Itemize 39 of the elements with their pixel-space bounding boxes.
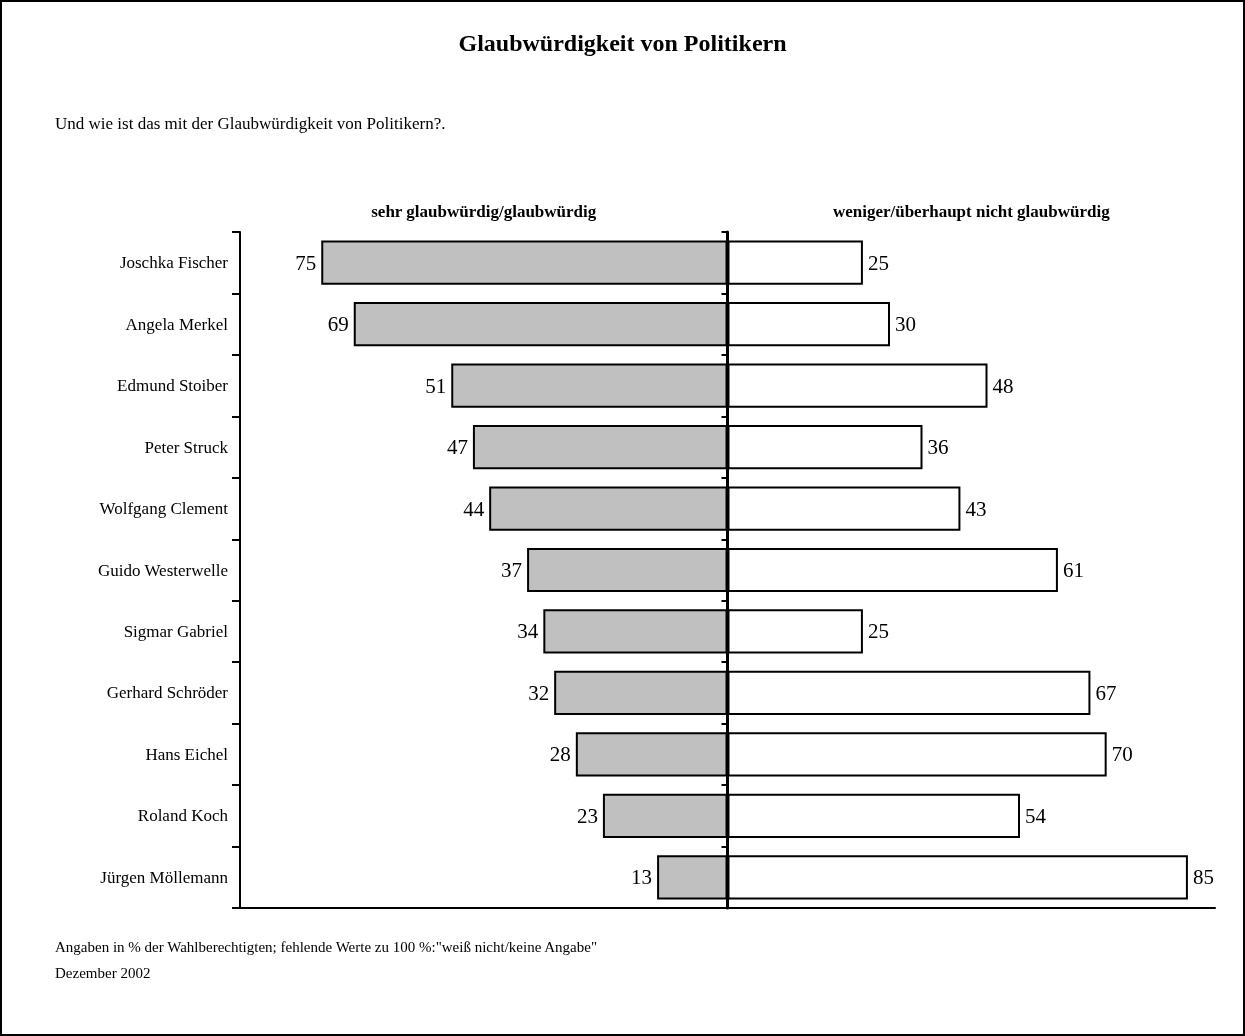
chart-subtitle: Und wie ist das mit der Glaubwürdigkeit von Politikern?. [55, 114, 446, 133]
data-label: 70 [1111, 742, 1133, 767]
text: Angaben in % der Wahlberechtigten; fehlende Werte zu 100 %:"weiß nicht/keine Angabe" [55, 938, 598, 955]
data-label: 75 [295, 250, 317, 275]
data-label: 32 [528, 680, 550, 705]
data-label: 44 [463, 496, 485, 521]
data-label: 30 [895, 312, 916, 337]
y-tick-label: Wolfgang Clement [99, 499, 229, 519]
series-label: sehr glaubwürdig/glaubwürdig [371, 201, 597, 221]
data-label: 85 [1192, 865, 1214, 890]
data-label: 43 [965, 496, 987, 521]
y-tick-label: Edmund Stoiber [117, 376, 229, 396]
y-tick-label: Guido Westerwelle [97, 560, 228, 580]
data-label: 54 [1025, 803, 1047, 828]
y-tick-label: Hans Eichel [145, 744, 229, 764]
data-label: 37 [501, 558, 523, 582]
data-label: 28 [549, 742, 571, 767]
data-label: 13 [631, 865, 653, 890]
chart-title: Glaubwürdigkeit von Politikern [458, 30, 787, 56]
data-label: 23 [576, 803, 598, 828]
data-label: 67 [1095, 680, 1117, 705]
y-tick-label: Gerhard Schröder [106, 683, 229, 703]
series-label: weniger/überhaupt nicht glaubwürdig [832, 201, 1111, 221]
data-label: 34 [517, 619, 539, 644]
y-tick-label: Sigmar Gabriel [123, 621, 229, 641]
y-tick-label: Peter Struck [144, 437, 229, 457]
text: Dezember 2002 [55, 964, 151, 981]
y-tick-label: Roland Koch [137, 806, 229, 826]
data-label: 48 [992, 373, 1014, 398]
y-tick-label: Angela Merkel [125, 314, 229, 334]
data-label: 61 [1062, 558, 1084, 582]
data-label: 25 [867, 250, 889, 275]
y-tick-label: Joschka Fischer [119, 253, 229, 273]
data-label: 69 [327, 312, 349, 337]
data-label: 36 [927, 435, 949, 460]
data-label: 51 [425, 373, 447, 398]
y-tick-label: Jürgen Möllemann [100, 867, 229, 887]
data-label: 25 [867, 619, 889, 644]
data-label: 47 [446, 435, 468, 460]
